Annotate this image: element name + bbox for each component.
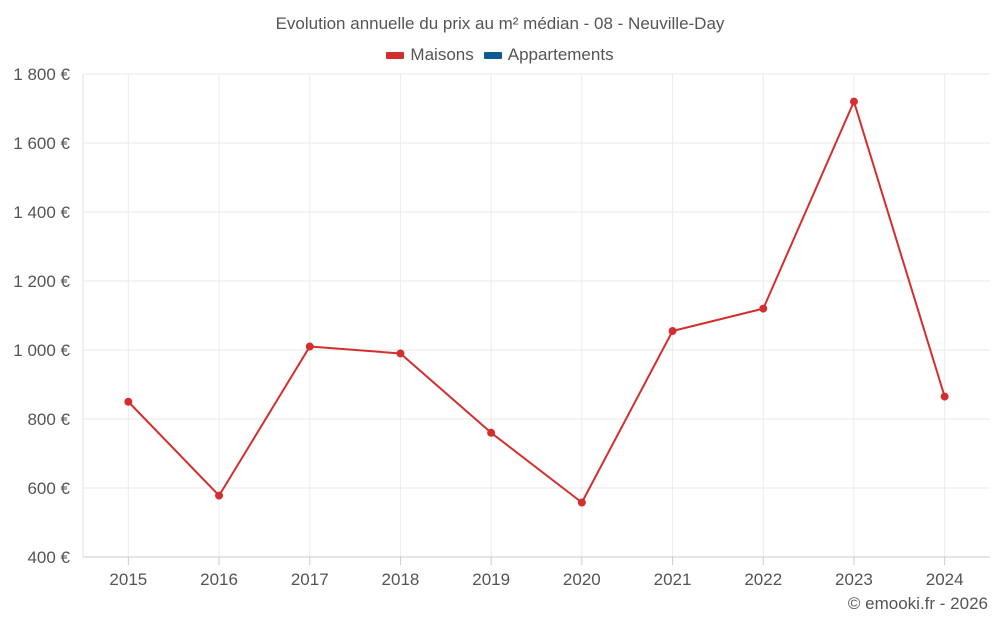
x-tick-label: 2016 xyxy=(200,570,238,589)
x-tick-label: 2021 xyxy=(654,570,692,589)
y-tick-label: 1 000 € xyxy=(13,341,70,360)
chart-title: Evolution annuelle du prix au m² médian … xyxy=(275,14,725,33)
data-point xyxy=(940,392,949,401)
y-tick-label: 600 € xyxy=(27,479,70,498)
x-tick-label: 2022 xyxy=(744,570,782,589)
x-tick-label: 2023 xyxy=(835,570,873,589)
credit: © emooki.fr - 2026 xyxy=(847,594,988,613)
y-tick-label: 1 800 € xyxy=(13,65,70,84)
x-tick-label: 2018 xyxy=(382,570,420,589)
data-point xyxy=(759,304,768,313)
y-tick-label: 1 400 € xyxy=(13,203,70,222)
data-point xyxy=(487,428,496,437)
data-point xyxy=(215,491,224,500)
legend: Maisons Appartements xyxy=(0,45,1000,65)
data-point xyxy=(668,327,677,336)
y-tick-label: 800 € xyxy=(27,410,70,429)
y-tick-label: 400 € xyxy=(27,548,70,567)
x-tick-label: 2020 xyxy=(563,570,601,589)
series-line-maisons xyxy=(127,100,946,504)
y-tick-label: 1 200 € xyxy=(13,272,70,291)
legend-label-maisons: Maisons xyxy=(410,45,474,64)
data-point xyxy=(124,397,133,406)
legend-item-appartements[interactable]: Appartements xyxy=(483,45,614,65)
x-tick-label: 2017 xyxy=(291,570,329,589)
legend-swatch-maisons xyxy=(386,51,405,59)
x-tick-label: 2019 xyxy=(472,570,510,589)
x-tick-label: 2015 xyxy=(109,570,147,589)
legend-swatch-appartements xyxy=(483,51,502,59)
legend-item-maisons[interactable]: Maisons xyxy=(386,45,474,65)
data-point xyxy=(849,97,858,106)
x-tick-label: 2024 xyxy=(926,570,964,589)
legend-label-appartements: Appartements xyxy=(507,45,614,64)
y-tick-label: 1 600 € xyxy=(13,134,70,153)
data-point xyxy=(577,498,586,507)
data-point xyxy=(396,349,405,358)
data-point xyxy=(305,342,314,351)
